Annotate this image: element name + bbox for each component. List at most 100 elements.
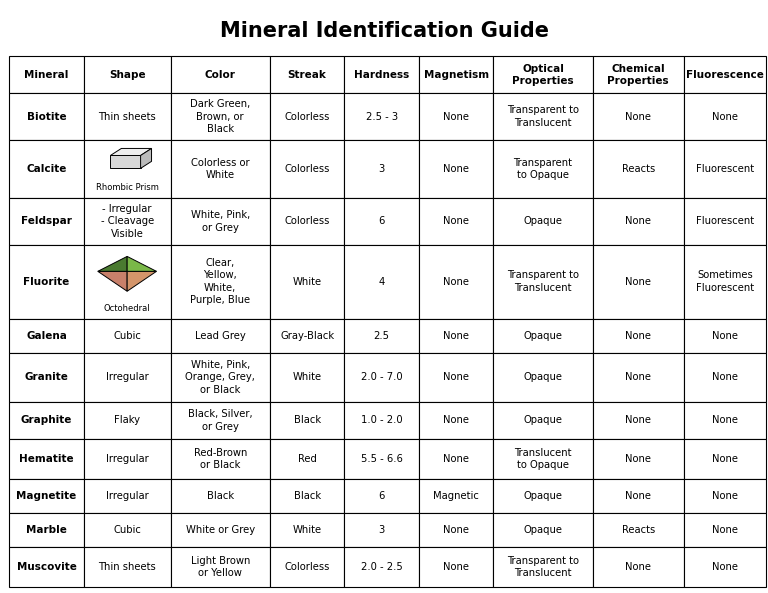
Bar <box>593 439 684 479</box>
Text: None: None <box>443 216 469 227</box>
Bar <box>270 139 344 198</box>
Text: None: None <box>712 372 738 382</box>
Text: Fluorite: Fluorite <box>23 276 70 286</box>
Text: Dark Green,
Brown, or
Black: Dark Green, Brown, or Black <box>190 99 250 134</box>
Bar <box>84 318 170 353</box>
Bar <box>344 318 419 353</box>
Text: Streak: Streak <box>288 70 326 80</box>
Bar <box>684 198 766 244</box>
Bar <box>344 244 419 318</box>
Text: Black: Black <box>293 491 321 501</box>
Bar <box>593 479 684 513</box>
Text: None: None <box>443 330 469 340</box>
Bar <box>419 93 493 139</box>
Bar <box>170 93 270 139</box>
Bar <box>344 513 419 547</box>
Bar <box>84 513 170 547</box>
Bar <box>344 439 419 479</box>
Bar <box>593 139 684 198</box>
Text: Transparent to
Translucent: Transparent to Translucent <box>507 270 579 293</box>
Text: None: None <box>625 276 651 286</box>
Bar <box>419 139 493 198</box>
Bar <box>344 139 419 198</box>
Bar <box>270 547 344 587</box>
Text: 6: 6 <box>379 491 385 501</box>
Text: Hematite: Hematite <box>19 454 74 464</box>
Bar <box>419 318 493 353</box>
Text: Irregular: Irregular <box>106 454 148 464</box>
Text: 2.5: 2.5 <box>374 330 389 340</box>
Bar <box>419 244 493 318</box>
Bar <box>493 513 593 547</box>
Bar <box>493 244 593 318</box>
Text: Mineral: Mineral <box>25 70 68 80</box>
Text: Colorless: Colorless <box>284 216 329 227</box>
Bar <box>84 244 170 318</box>
Text: None: None <box>443 164 469 174</box>
Bar <box>493 93 593 139</box>
Bar <box>419 353 493 402</box>
Bar <box>593 353 684 402</box>
Text: None: None <box>443 276 469 286</box>
Bar <box>170 198 270 244</box>
Bar <box>84 139 170 198</box>
Text: Thin sheets: Thin sheets <box>98 562 156 572</box>
Text: Opaque: Opaque <box>524 525 562 535</box>
Text: Transparent to
Translucent: Transparent to Translucent <box>507 556 579 578</box>
Text: White or Grey: White or Grey <box>186 525 255 535</box>
Text: Cubic: Cubic <box>113 525 141 535</box>
Bar <box>84 439 170 479</box>
Text: Lead Grey: Lead Grey <box>195 330 246 340</box>
Bar <box>593 513 684 547</box>
Text: Red-Brown
or Black: Red-Brown or Black <box>194 448 247 470</box>
Text: Black: Black <box>293 416 321 425</box>
Bar <box>270 513 344 547</box>
Bar <box>493 56 593 93</box>
Bar <box>684 244 766 318</box>
Bar <box>344 56 419 93</box>
Text: Rhombic Prism: Rhombic Prism <box>96 183 158 192</box>
Text: None: None <box>443 562 469 572</box>
Text: 4: 4 <box>379 276 385 286</box>
Text: Magnetite: Magnetite <box>16 491 77 501</box>
Bar <box>170 402 270 439</box>
Bar <box>170 439 270 479</box>
Text: Light Brown
or Yellow: Light Brown or Yellow <box>190 556 250 578</box>
Bar <box>270 439 344 479</box>
Text: Chemical
Properties: Chemical Properties <box>607 63 669 86</box>
Text: Flaky: Flaky <box>114 416 140 425</box>
Bar <box>270 198 344 244</box>
Text: Biotite: Biotite <box>27 111 66 122</box>
Bar <box>684 439 766 479</box>
Bar <box>419 402 493 439</box>
Text: 5.5 - 6.6: 5.5 - 6.6 <box>361 454 402 464</box>
Text: Sometimes
Fluorescent: Sometimes Fluorescent <box>696 270 754 293</box>
Text: None: None <box>712 525 738 535</box>
Text: White: White <box>293 372 322 382</box>
Text: Magnetic: Magnetic <box>433 491 479 501</box>
Text: None: None <box>443 372 469 382</box>
Bar <box>170 318 270 353</box>
Bar <box>9 244 84 318</box>
Text: Opaque: Opaque <box>524 416 562 425</box>
Bar <box>493 479 593 513</box>
Polygon shape <box>98 272 127 291</box>
Text: None: None <box>712 111 738 122</box>
Text: None: None <box>625 330 651 340</box>
Bar <box>84 198 170 244</box>
Text: 6: 6 <box>379 216 385 227</box>
Bar <box>344 547 419 587</box>
Text: 3: 3 <box>379 164 385 174</box>
Bar <box>9 139 84 198</box>
Bar <box>344 93 419 139</box>
Text: Fluorescence: Fluorescence <box>686 70 764 80</box>
Text: Colorless: Colorless <box>284 111 329 122</box>
Text: None: None <box>712 454 738 464</box>
Text: Reacts: Reacts <box>621 525 655 535</box>
Bar <box>9 479 84 513</box>
Text: Optical
Properties: Optical Properties <box>512 63 574 86</box>
Bar <box>270 479 344 513</box>
Bar <box>493 439 593 479</box>
Text: None: None <box>625 416 651 425</box>
Bar <box>9 402 84 439</box>
